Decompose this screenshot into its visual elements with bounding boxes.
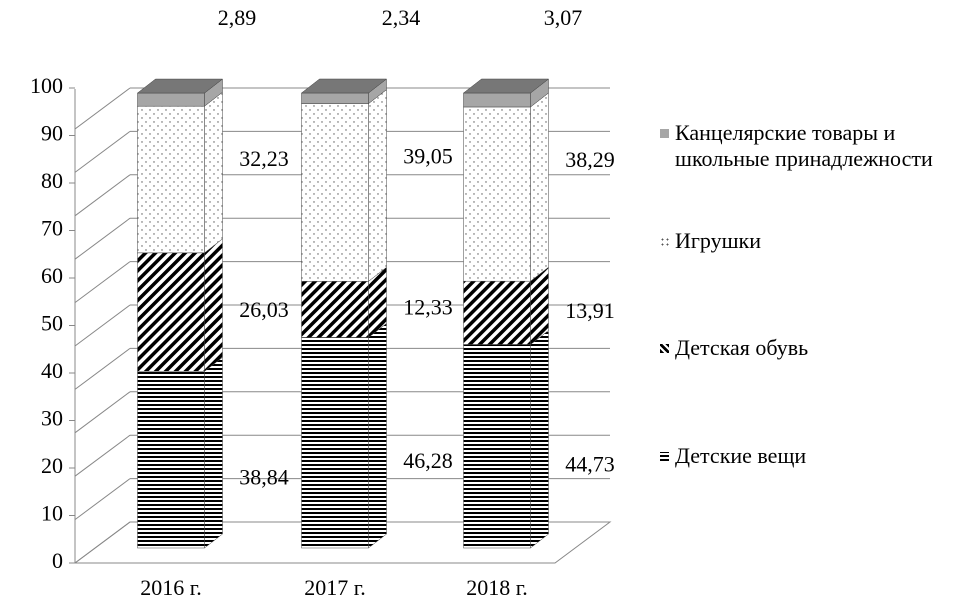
legend-label: Детская обувь <box>675 335 809 360</box>
legend-entry: Канцелярские товары и школьные принадлеж… <box>660 120 960 172</box>
legend-entry: Игрушки <box>660 228 960 254</box>
y-tick-label: 30 <box>41 406 63 431</box>
bar-segment-side <box>368 322 387 549</box>
bar-segment-side <box>530 92 549 282</box>
y-tick-label: 20 <box>41 453 63 478</box>
bar-segment <box>301 92 369 104</box>
grid-line-side <box>74 261 131 304</box>
x-tick-label: 2016 г. <box>140 575 202 600</box>
y-tick-label: 70 <box>41 216 63 241</box>
bar-segment <box>463 344 531 549</box>
value-label: 38,29 <box>565 147 615 172</box>
bar-segment <box>301 281 369 338</box>
bar-segment-side <box>204 238 223 372</box>
value-label: 12,33 <box>403 294 453 319</box>
bar-segment <box>463 92 531 108</box>
bar-segment <box>463 280 531 345</box>
y-tick-label: 0 <box>52 548 63 573</box>
y-tick-label: 40 <box>41 358 63 383</box>
grid-line-side <box>74 347 131 390</box>
legend-swatch <box>660 237 669 246</box>
grid-line-side <box>74 478 131 521</box>
bar-top <box>136 78 224 94</box>
bar-segment <box>137 105 205 254</box>
legend-label: Детские вещи <box>675 443 807 468</box>
legend-swatch <box>660 452 669 461</box>
value-label: 46,28 <box>403 448 453 473</box>
y-tick-label: 50 <box>41 311 63 336</box>
bar-top <box>300 78 388 94</box>
value-label: 2,89 <box>218 5 257 30</box>
y-tick-label: 100 <box>30 73 63 98</box>
value-label: 39,05 <box>403 144 453 169</box>
y-tick-label: 10 <box>41 501 63 526</box>
value-label: 3,07 <box>544 5 583 30</box>
bar-segment-side <box>204 356 223 549</box>
value-label: 32,23 <box>239 146 289 171</box>
bar-top <box>462 78 550 94</box>
y-tick-label: 80 <box>41 168 63 193</box>
bar-segment <box>137 252 205 372</box>
legend-entry: Детская обувь <box>660 335 960 361</box>
grid-line-side <box>74 174 131 217</box>
value-label: 26,03 <box>239 297 289 322</box>
x-tick-label: 2017 г. <box>304 575 366 600</box>
grid-line-side <box>74 434 131 477</box>
legend-swatch <box>660 344 669 353</box>
value-label: 13,91 <box>565 298 615 323</box>
value-label: 44,73 <box>565 451 615 476</box>
y-tick-label: 60 <box>41 263 63 288</box>
grid-line-side <box>74 130 131 173</box>
bar-segment <box>463 106 531 282</box>
grid-line-side <box>74 391 131 434</box>
legend-label: Игрушки <box>675 228 762 253</box>
bar-segment <box>301 103 369 282</box>
legend-swatch <box>660 129 669 138</box>
bar-segment-side <box>530 329 549 549</box>
bar-segment-side <box>368 89 387 282</box>
grid-line-side <box>74 521 131 564</box>
bar-segment <box>137 371 205 549</box>
bar-segment <box>137 92 205 107</box>
x-tick-label: 2018 г. <box>466 575 528 600</box>
legend-label: Канцелярские товары и школьные принадлеж… <box>675 120 933 171</box>
grid-line-side <box>74 217 131 260</box>
grid-line-side <box>74 87 131 130</box>
value-label: 2,34 <box>382 5 421 30</box>
value-label: 38,84 <box>239 465 289 490</box>
y-tick-label: 90 <box>41 121 63 146</box>
bar-segment-side <box>204 91 223 254</box>
bar-segment <box>301 337 369 549</box>
grid-line-side <box>74 304 131 347</box>
legend-entry: Детские вещи <box>660 443 960 469</box>
